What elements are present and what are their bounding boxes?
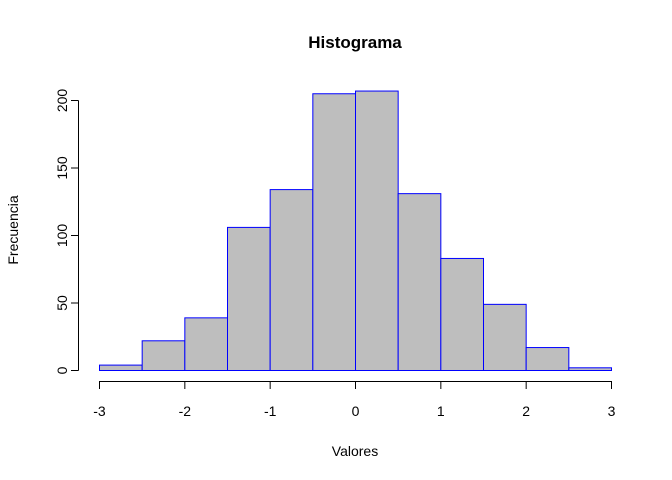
y-tick-label: 0 <box>54 366 70 374</box>
x-tick-label: 0 <box>352 403 360 419</box>
y-tick-label: 100 <box>54 224 70 248</box>
y-axis: 0 50 100 150 200 <box>54 89 79 374</box>
x-tick-label: -3 <box>93 403 106 419</box>
y-tick-label: 50 <box>54 295 70 311</box>
histogram-bar <box>227 226 271 371</box>
y-tick-label: 200 <box>54 89 70 113</box>
x-tick-label: -2 <box>179 403 192 419</box>
histogram-bar <box>312 93 357 371</box>
histogram-bar <box>525 347 570 371</box>
histogram-bar <box>269 189 314 371</box>
x-axis: -3 -2 -1 0 1 2 3 <box>93 381 616 419</box>
histogram-bar <box>141 340 186 371</box>
histogram-bar <box>568 367 612 371</box>
x-axis-label: Valores <box>332 443 378 459</box>
x-tick-label: 3 <box>608 403 616 419</box>
histogram-bar <box>355 90 399 372</box>
histogram-bar <box>440 257 485 372</box>
y-tick-label: 150 <box>54 156 70 180</box>
histogram-bar <box>397 193 442 371</box>
x-tick-label: 1 <box>437 403 445 419</box>
bars-group <box>99 90 612 372</box>
histogram-bar <box>99 364 143 372</box>
histogram-bar <box>483 303 527 372</box>
y-axis-label: Frecuencia <box>5 195 21 264</box>
histogram-bar <box>184 317 228 372</box>
x-tick-label: 2 <box>522 403 530 419</box>
chart-title: Histograma <box>308 33 402 52</box>
x-tick-label: -1 <box>264 403 277 419</box>
